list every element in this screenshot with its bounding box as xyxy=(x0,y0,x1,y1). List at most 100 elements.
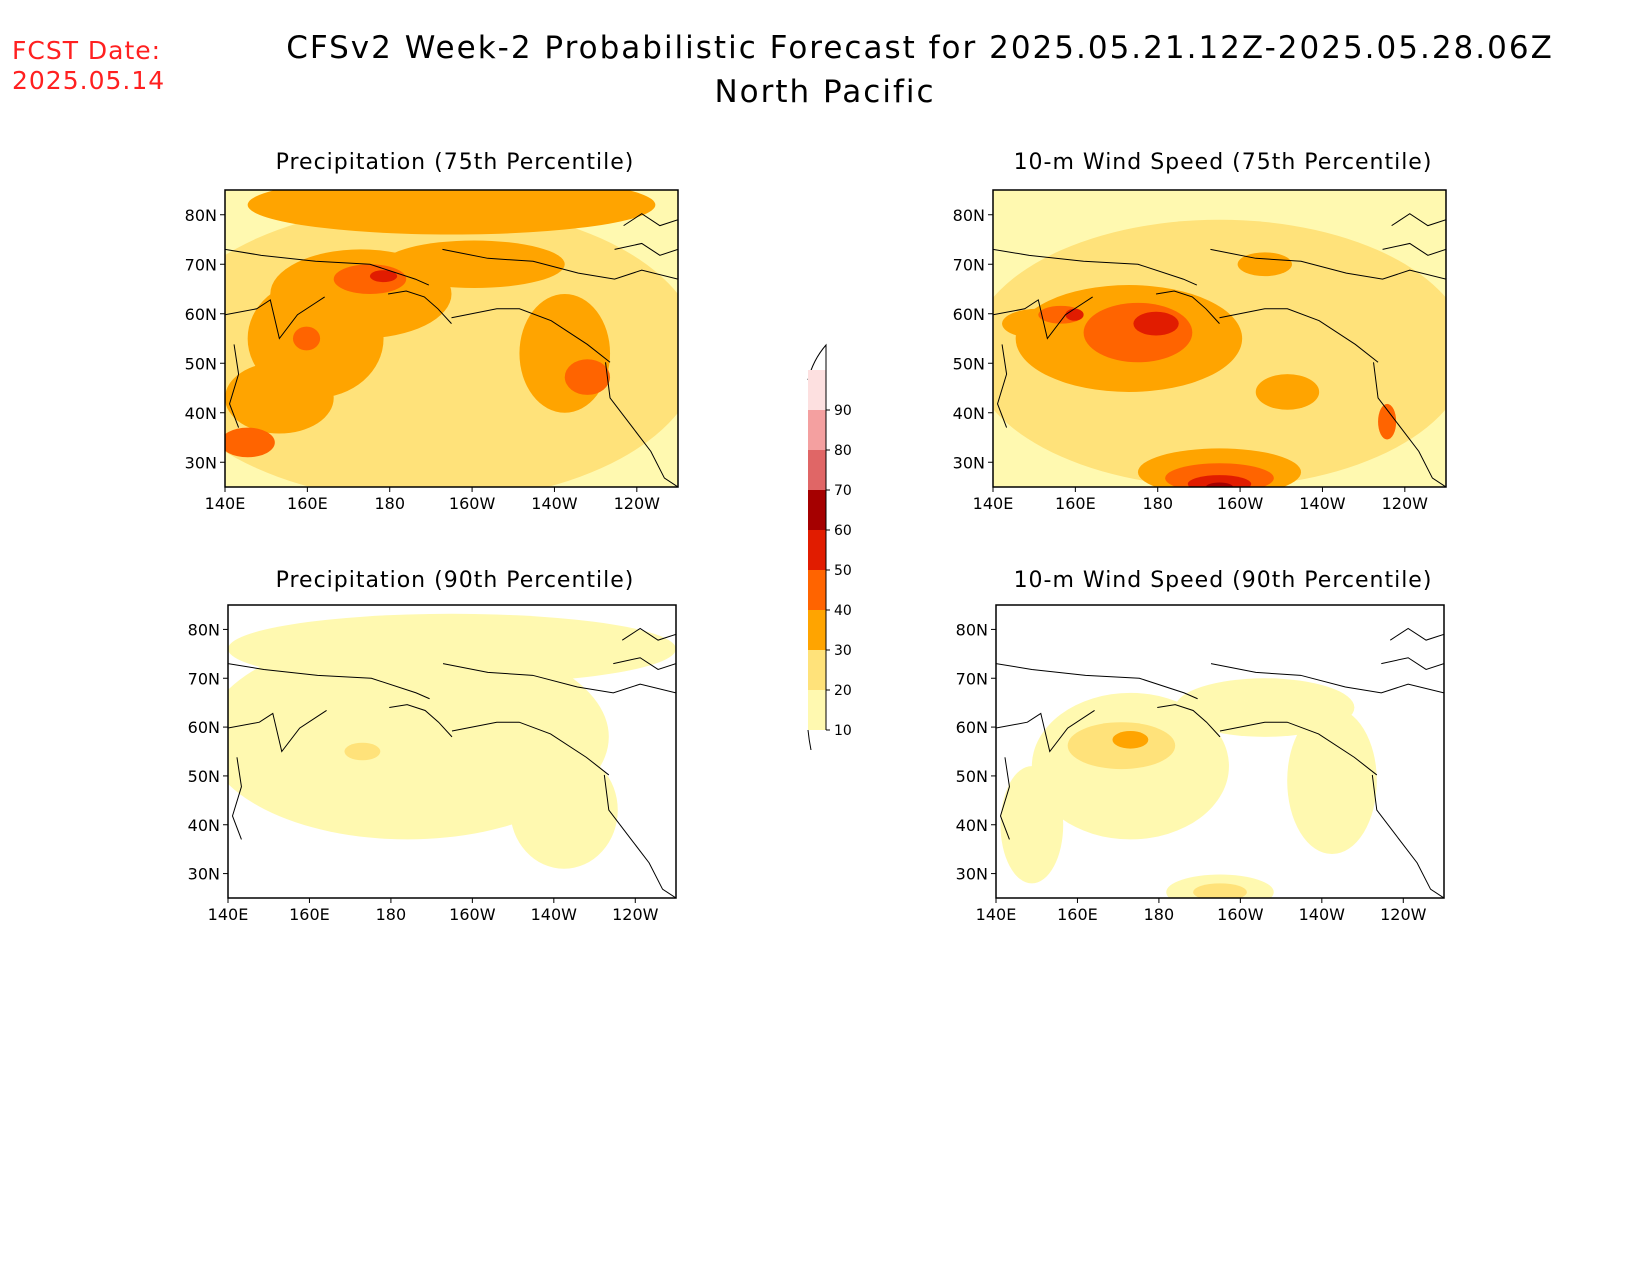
forecast-date-block: FCST Date: 2025.05.14 xyxy=(12,36,165,96)
lat-tick-label: 80N xyxy=(956,620,988,639)
map-frame xyxy=(227,604,677,899)
lat-tick: 80N xyxy=(188,620,228,639)
coastline-segment xyxy=(623,213,678,227)
lat-tick-label: 30N xyxy=(956,865,988,884)
lon-tick-label: 180 xyxy=(1144,905,1175,924)
shade-region xyxy=(1133,311,1179,336)
map-frame xyxy=(992,189,1447,488)
lat-tick: 70N xyxy=(188,669,228,688)
coastline-segment xyxy=(229,344,240,428)
shade-region xyxy=(344,742,381,761)
lon-tick-label: 140W xyxy=(1299,905,1346,924)
probability-shading xyxy=(225,190,678,487)
shade-region xyxy=(1187,475,1252,487)
lon-tick: 160E xyxy=(287,487,328,513)
lon-tick: 140E xyxy=(208,898,248,924)
colorbar-label: 30 xyxy=(834,643,852,659)
lat-tick: 50N xyxy=(185,354,225,373)
map-panel-precip75: 140E 160E 180 160W 140W 120W 80N 70N 60N 50N 40N 30… xyxy=(185,189,679,513)
lon-tick-label: 120W xyxy=(1380,905,1427,924)
coastline-segment xyxy=(1381,657,1444,671)
lat-tick: 50N xyxy=(956,767,996,786)
lon-tick: 160W xyxy=(1217,487,1263,513)
shade-region xyxy=(247,190,656,235)
coastline-segment xyxy=(442,248,678,280)
coastline xyxy=(993,213,1446,487)
lon-tick: 140E xyxy=(973,487,1014,513)
lon-tick-label: 180 xyxy=(1142,494,1173,513)
lon-tick-label: 140W xyxy=(531,905,578,924)
lat-tick-label: 40N xyxy=(185,404,217,423)
coastline-segment xyxy=(1391,213,1446,227)
lon-tick-label: 120W xyxy=(1382,494,1429,513)
coastline-segment xyxy=(996,663,1198,700)
coastline-segment xyxy=(1382,242,1446,256)
lat-tick: 40N xyxy=(188,816,228,835)
lat-tick-label: 80N xyxy=(188,620,220,639)
lat-tick: 40N xyxy=(953,404,993,423)
shade-region xyxy=(519,293,611,413)
lat-tick-label: 50N xyxy=(953,354,985,373)
lon-tick-label: 160W xyxy=(449,494,496,513)
shade-region xyxy=(1287,707,1377,855)
coastline-segment xyxy=(451,721,610,776)
lon-tick: 140W xyxy=(1299,487,1346,513)
coastline-segment xyxy=(1219,721,1378,776)
lat-tick-label: 50N xyxy=(188,767,220,786)
panel-title-precip75: Precipitation (75th Percentile) xyxy=(275,150,635,175)
forecast-date-value: 2025.05.14 xyxy=(12,66,166,95)
coastline-segment xyxy=(451,308,611,363)
colorbar-swatch xyxy=(808,490,826,530)
lon-tick: 140E xyxy=(976,898,1016,924)
lon-tick-label: 140E xyxy=(973,494,1014,513)
lat-tick: 50N xyxy=(188,767,228,786)
lat-tick: 30N xyxy=(185,453,225,472)
lon-tick: 120W xyxy=(1380,898,1427,924)
lat-tick-label: 50N xyxy=(956,767,988,786)
coastline-segment xyxy=(442,663,676,694)
lat-tick-label: 60N xyxy=(953,305,985,324)
map-panel-wind90: 140E 160E 180 160W 140W 120W 80N 70N 60N 50N 40N 30… xyxy=(956,604,1445,924)
panel-title-wind90: 10-m Wind Speed (90th Percentile) xyxy=(1013,568,1433,593)
lat-tick-label: 40N xyxy=(953,404,985,423)
lon-tick-label: 120W xyxy=(612,905,659,924)
coastline-segment xyxy=(1371,774,1444,898)
lat-tick: 40N xyxy=(956,816,996,835)
shade-region xyxy=(1083,302,1193,363)
lon-tick: 180 xyxy=(1142,487,1173,513)
lat-tick-label: 30N xyxy=(185,453,217,472)
shade-region xyxy=(510,751,618,869)
coastline xyxy=(996,627,1444,898)
lat-tick-label: 50N xyxy=(185,354,217,373)
lon-tick: 160W xyxy=(449,898,496,924)
lon-tick-label: 160E xyxy=(289,905,330,924)
lon-tick: 140W xyxy=(531,898,578,924)
coastline-segment xyxy=(1389,627,1444,641)
lat-tick: 70N xyxy=(953,255,993,274)
lon-tick: 180 xyxy=(1144,898,1175,924)
shade-region xyxy=(333,264,407,294)
lat-tick: 60N xyxy=(956,718,996,737)
coastline-segment xyxy=(1210,663,1444,694)
coastline-segment xyxy=(621,627,676,641)
shade-region xyxy=(1065,308,1084,321)
lat-tick: 60N xyxy=(188,718,228,737)
lat-tick-label: 40N xyxy=(188,816,220,835)
shade-region xyxy=(1378,403,1397,440)
coastline-segment xyxy=(1373,362,1446,487)
coastline-segment xyxy=(1219,308,1379,363)
lat-tick-label: 30N xyxy=(953,453,985,472)
lat-tick: 30N xyxy=(953,453,993,472)
colorbar-swatch xyxy=(808,610,826,650)
shade-region xyxy=(228,634,609,840)
coastline-segment xyxy=(389,704,453,738)
coastline-segment xyxy=(225,296,325,340)
lon-tick-label: 160E xyxy=(1055,494,1096,513)
lat-tick-label: 70N xyxy=(185,255,217,274)
coastline-segment xyxy=(605,362,678,487)
colorbar-swatch xyxy=(808,570,826,610)
lon-tick-label: 160W xyxy=(449,905,496,924)
lon-tick-label: 140W xyxy=(531,494,578,513)
title-line-2: North Pacific xyxy=(714,74,936,110)
lat-tick: 40N xyxy=(185,404,225,423)
